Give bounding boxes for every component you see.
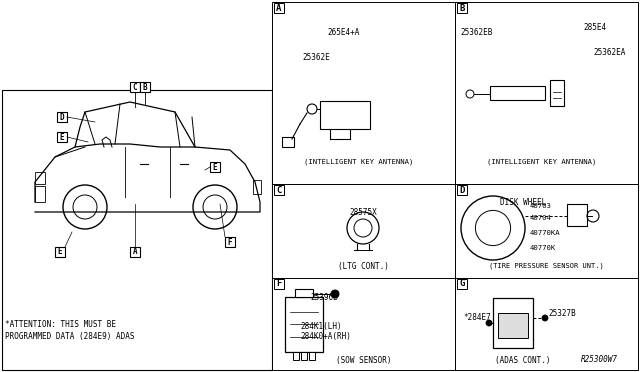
- Text: D: D: [60, 112, 64, 122]
- FancyBboxPatch shape: [130, 247, 140, 257]
- Text: 25362EA: 25362EA: [593, 48, 625, 57]
- Bar: [490, 86, 545, 100]
- Circle shape: [331, 290, 339, 298]
- Bar: [295, 289, 313, 297]
- Bar: [457, 185, 467, 195]
- Text: R25300W7: R25300W7: [581, 356, 618, 365]
- Text: 25362EB: 25362EB: [460, 28, 492, 36]
- Text: F: F: [276, 279, 282, 289]
- Text: 265E4+A: 265E4+A: [327, 28, 360, 36]
- Bar: [2, 90, 272, 370]
- FancyBboxPatch shape: [210, 162, 220, 172]
- Bar: [274, 279, 284, 289]
- FancyBboxPatch shape: [130, 82, 140, 92]
- Text: 25362E: 25362E: [302, 52, 330, 61]
- FancyBboxPatch shape: [140, 82, 150, 92]
- Bar: [282, 137, 294, 147]
- Text: (ADAS CONT.): (ADAS CONT.): [495, 356, 550, 365]
- Text: C: C: [132, 83, 138, 92]
- Text: *ATTENTION: THIS MUST BE
PROGRAMMED DATA (284E9) ADAS: *ATTENTION: THIS MUST BE PROGRAMMED DATA…: [5, 320, 134, 341]
- Text: 40704: 40704: [530, 215, 552, 221]
- FancyBboxPatch shape: [57, 112, 67, 122]
- Text: (INTELLIGENT KEY ANTENNA): (INTELLIGENT KEY ANTENNA): [304, 159, 413, 165]
- Text: E: E: [60, 132, 64, 141]
- Bar: [455, 184, 638, 278]
- FancyBboxPatch shape: [225, 237, 235, 247]
- Bar: [455, 278, 638, 370]
- FancyBboxPatch shape: [57, 132, 67, 142]
- Text: E: E: [212, 163, 218, 171]
- Text: A: A: [276, 3, 282, 13]
- Text: 40770K: 40770K: [530, 245, 556, 251]
- Bar: [567, 204, 587, 226]
- Text: E: E: [58, 247, 62, 257]
- FancyBboxPatch shape: [55, 247, 65, 257]
- Bar: [272, 184, 455, 278]
- Bar: [498, 313, 528, 338]
- Text: D: D: [460, 186, 465, 195]
- Bar: [272, 278, 455, 370]
- Bar: [272, 2, 455, 184]
- Text: 40770KA: 40770KA: [530, 230, 561, 236]
- Text: A: A: [132, 247, 138, 257]
- Text: 28575X: 28575X: [349, 208, 378, 217]
- Text: C: C: [276, 186, 282, 195]
- Text: 25327B: 25327B: [548, 308, 576, 317]
- Bar: [550, 80, 564, 106]
- Text: 25396B: 25396B: [310, 294, 338, 302]
- Bar: [455, 2, 638, 184]
- Bar: [274, 3, 284, 13]
- Bar: [320, 101, 370, 129]
- Bar: [493, 298, 533, 348]
- Bar: [293, 352, 299, 360]
- Bar: [457, 3, 467, 13]
- Text: B: B: [460, 3, 465, 13]
- Text: (SOW SENSOR): (SOW SENSOR): [336, 356, 391, 365]
- Bar: [285, 297, 323, 352]
- Text: *284E7: *284E7: [463, 314, 491, 323]
- Bar: [35, 186, 45, 202]
- Text: (INTELLIGENT KEY ANTENNA): (INTELLIGENT KEY ANTENNA): [487, 159, 596, 165]
- Text: F: F: [228, 237, 232, 247]
- Bar: [301, 352, 307, 360]
- Bar: [35, 172, 45, 184]
- Text: 284K1(LH): 284K1(LH): [300, 321, 342, 330]
- Text: (TIRE PRESSURE SENSOR UNT.): (TIRE PRESSURE SENSOR UNT.): [488, 263, 604, 269]
- Text: 284K0+A(RH): 284K0+A(RH): [300, 331, 351, 340]
- Text: G: G: [460, 279, 465, 289]
- Text: B: B: [143, 83, 147, 92]
- Circle shape: [486, 320, 492, 326]
- Text: (LTG CONT.): (LTG CONT.): [338, 262, 389, 270]
- Bar: [253, 180, 261, 194]
- Bar: [309, 352, 315, 360]
- Text: DISK WHEEL: DISK WHEEL: [500, 198, 547, 206]
- Bar: [457, 279, 467, 289]
- Circle shape: [542, 315, 548, 321]
- Text: 285E4: 285E4: [583, 22, 606, 32]
- Bar: [274, 185, 284, 195]
- Text: 40703: 40703: [530, 203, 552, 209]
